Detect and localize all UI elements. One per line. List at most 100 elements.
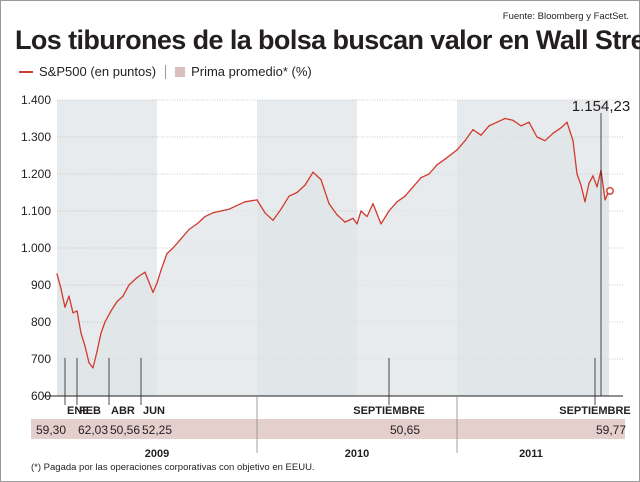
- data-point: [328, 203, 330, 205]
- data-point: [396, 201, 398, 203]
- y-tick-label: 1.400: [21, 93, 51, 107]
- data-point: [428, 173, 430, 175]
- legend-line-swatch: [19, 70, 33, 73]
- data-point: [584, 201, 586, 203]
- y-tick-label: 1.100: [21, 204, 51, 218]
- data-point: [100, 332, 102, 334]
- data-point: [356, 223, 358, 225]
- source-note: Fuente: Bloomberg y FactSet.: [502, 11, 629, 22]
- year-label: 2010: [345, 448, 369, 460]
- premium-value: 62,03: [78, 423, 108, 437]
- data-point: [128, 284, 130, 286]
- data-point: [456, 149, 458, 151]
- y-tick-label: 1.300: [21, 130, 51, 144]
- data-point: [576, 173, 578, 175]
- data-point: [420, 177, 422, 179]
- data-point: [388, 210, 390, 212]
- series-line-sp500: [56, 117, 610, 369]
- data-point: [264, 212, 266, 214]
- data-point: [336, 214, 338, 216]
- data-point: [166, 252, 168, 255]
- data-point: [436, 164, 438, 166]
- data-point: [536, 136, 538, 138]
- data-point: [80, 332, 82, 334]
- data-point: [572, 140, 574, 142]
- data-point: [464, 140, 466, 142]
- line-chart: 1.400 1.300 1.200 1.100 1.000 900 800 700 600 1.1…: [21, 93, 631, 460]
- month-label: FEB: [79, 405, 101, 417]
- data-point: [144, 271, 146, 273]
- data-point: [280, 208, 282, 210]
- data-point: [412, 186, 414, 188]
- data-point: [566, 121, 568, 123]
- y-tick-label: 1.200: [21, 167, 51, 181]
- data-point: [110, 310, 112, 312]
- last-value-label: 1.154,23: [572, 98, 630, 115]
- data-point: [552, 132, 554, 134]
- month-label: ENE: [67, 405, 90, 417]
- data-point: [116, 301, 118, 303]
- data-point: [366, 215, 368, 218]
- data-point: [76, 310, 78, 312]
- data-point: [152, 291, 154, 293]
- data-point: [244, 201, 246, 203]
- data-point: [296, 191, 298, 194]
- data-point: [544, 140, 546, 142]
- data-point: [344, 221, 346, 223]
- data-point: [380, 223, 382, 225]
- data-point: [84, 345, 86, 347]
- data-point: [520, 125, 522, 127]
- data-point: [188, 228, 190, 231]
- data-point: [122, 295, 124, 297]
- month-label: JUN: [143, 405, 165, 417]
- data-point: [236, 204, 238, 207]
- y-tick-label: 1.000: [21, 241, 51, 255]
- year-label: 2011: [519, 448, 543, 460]
- month-label: SEPTIEMBRE: [353, 405, 425, 417]
- data-point: [60, 288, 62, 290]
- data-point: [512, 119, 514, 121]
- data-point: [404, 195, 406, 197]
- data-point: [528, 121, 530, 123]
- month-label: ABR: [111, 405, 135, 417]
- data-point: [136, 277, 138, 279]
- data-point: [180, 238, 182, 240]
- y-tick-label: 600: [31, 389, 51, 403]
- data-point: [272, 219, 274, 221]
- data-point: [352, 217, 354, 219]
- data-point: [196, 223, 198, 225]
- premium-band: [31, 419, 625, 439]
- premium-value: 52,25: [142, 423, 172, 437]
- data-point: [488, 125, 490, 127]
- data-point: [64, 306, 66, 308]
- data-point: [360, 210, 362, 212]
- data-point: [160, 269, 162, 271]
- data-point: [504, 117, 506, 120]
- data-point: [312, 171, 314, 173]
- data-point: [204, 215, 206, 218]
- premium-value: 50,65: [390, 423, 420, 437]
- data-point: [56, 273, 58, 275]
- year-label: 2009: [145, 448, 169, 460]
- data-point: [580, 184, 582, 186]
- y-tick-label: 800: [31, 315, 51, 329]
- month-label: SEPTIEMBRE: [559, 405, 631, 417]
- data-point: [496, 121, 498, 123]
- last-value-marker: [606, 187, 614, 195]
- data-point: [596, 186, 598, 188]
- data-point: [96, 351, 98, 353]
- data-point: [172, 247, 174, 249]
- data-point: [104, 321, 106, 323]
- chart-title: Los tiburones de la bolsa buscan valor e…: [15, 25, 640, 55]
- data-point: [560, 127, 562, 129]
- premium-value: 50,56: [110, 423, 140, 437]
- y-tick-label: 700: [31, 352, 51, 366]
- data-point: [320, 178, 322, 181]
- data-point: [372, 203, 374, 205]
- data-point: [220, 210, 222, 212]
- data-point: [304, 184, 306, 186]
- data-point: [604, 199, 606, 201]
- premium-value: 59,77: [596, 423, 626, 437]
- data-point: [156, 282, 158, 284]
